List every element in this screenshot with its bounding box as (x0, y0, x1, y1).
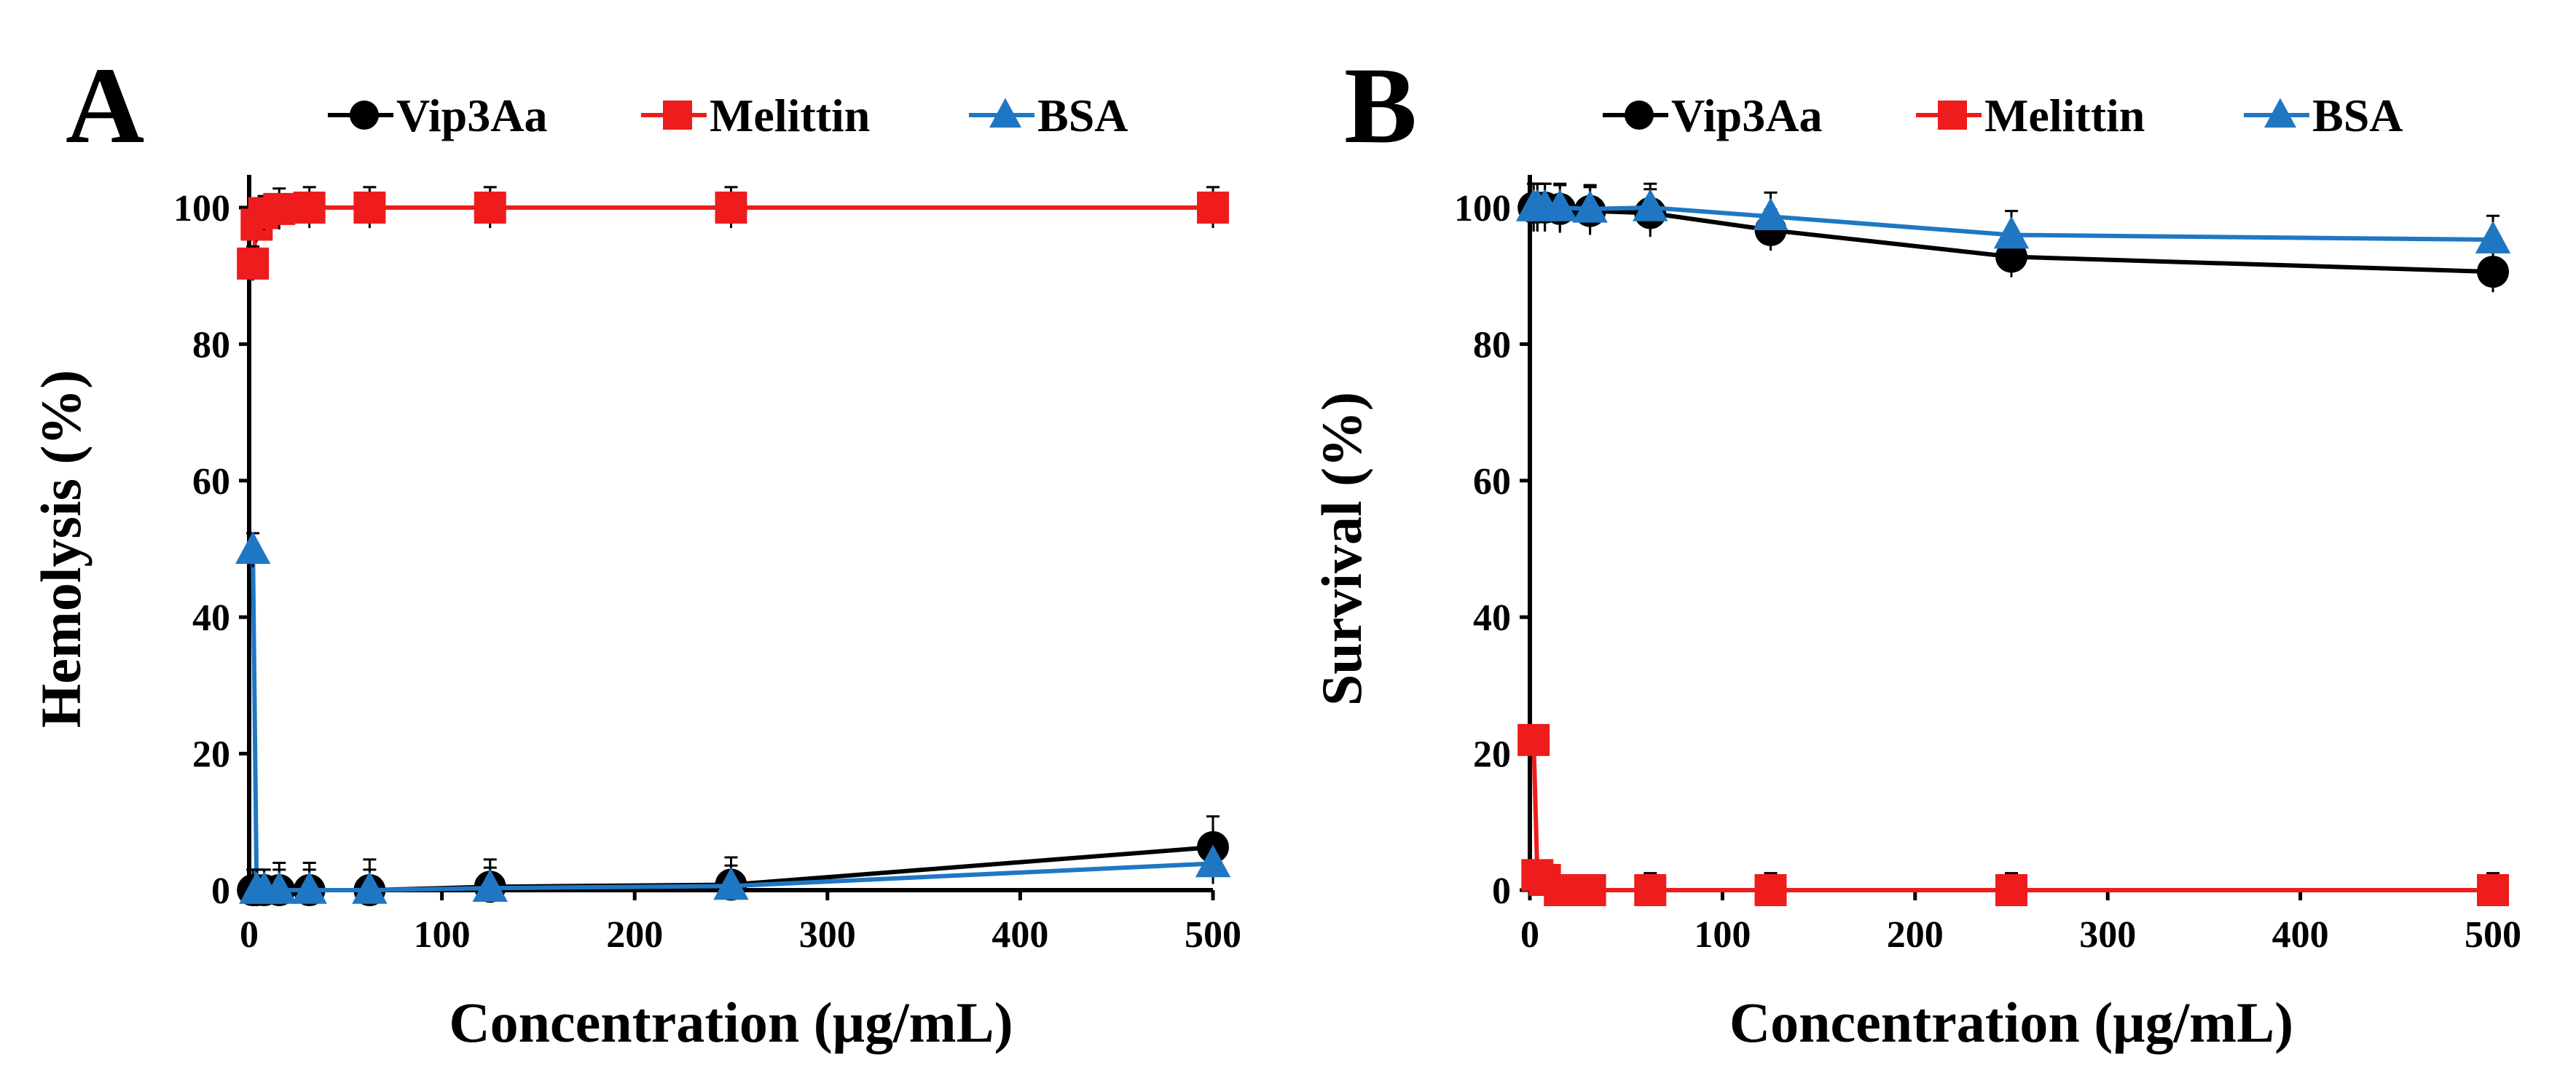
legend-label: BSA (1037, 90, 1128, 141)
x-tick-label: 500 (1185, 914, 1241, 956)
data-point (237, 247, 270, 280)
legend-entry-vip3aa: Vip3Aa (1603, 90, 1822, 141)
data-point (472, 869, 508, 902)
x-tick-label: 300 (2079, 914, 2136, 956)
y-axis-title: Survival (%) (1310, 392, 1373, 706)
x-tick-label: 200 (606, 914, 663, 956)
legend-marker (989, 98, 1021, 128)
series-melittin (1517, 723, 2509, 906)
x-tick-label: 200 (1887, 914, 1944, 956)
x-axis-title: Concentration (μg/mL) (1729, 991, 2293, 1054)
legend-marker (663, 101, 692, 130)
data-point (1544, 874, 1576, 906)
x-tick-label: 500 (2465, 914, 2521, 956)
y-tick-label: 0 (1492, 870, 1511, 912)
legend-marker (2264, 98, 2296, 128)
y-tick-label: 100 (173, 188, 230, 229)
series-melittin (237, 186, 1229, 281)
data-point (1574, 874, 1606, 906)
legend-marker (1938, 101, 1967, 130)
legend-label: BSA (2312, 90, 2403, 141)
legend-entry-bsa: BSA (969, 90, 1128, 141)
series-bsa (1515, 182, 2511, 264)
x-tick-label: 400 (991, 914, 1048, 956)
y-tick-label: 100 (1454, 188, 1511, 229)
y-tick-label: 60 (192, 461, 230, 503)
data-point (293, 192, 326, 224)
data-point (2475, 221, 2511, 253)
data-point (2477, 874, 2509, 906)
data-point (1993, 216, 2030, 249)
series-bsa (235, 531, 1231, 904)
data-point (235, 531, 271, 565)
data-point (1195, 844, 1231, 878)
data-point (353, 192, 386, 224)
chart-panel-a: A 0 20 40 60 80 100 0 100 200 300 400 500 Concentrati… (29, 45, 1241, 1054)
x-axis-title: Concentration (μg/mL) (449, 991, 1013, 1054)
data-point (1753, 197, 1788, 230)
legend-entry-vip3aa: Vip3Aa (328, 90, 547, 141)
data-point (352, 871, 388, 904)
data-point (291, 871, 327, 904)
x-tick-label: 0 (1520, 914, 1539, 956)
legend-marker (1625, 101, 1654, 130)
y-axis-title: Hemolysis (%) (29, 370, 93, 728)
data-point (1572, 189, 1608, 223)
panel-label: A (66, 45, 144, 166)
data-point (1995, 874, 2027, 906)
data-point (2477, 256, 2509, 288)
y-tick-label: 60 (1473, 461, 1511, 503)
data-point (1197, 192, 1229, 224)
y-tick-label: 20 (1473, 734, 1511, 776)
data-point (1633, 189, 1668, 221)
data-point (715, 192, 747, 224)
legend-label: Melittin (1984, 90, 2145, 141)
legend-entry-melittin: Melittin (1916, 90, 2145, 141)
y-tick-label: 40 (192, 597, 230, 639)
legend-label: Vip3Aa (1671, 90, 1822, 141)
x-tick-label: 100 (1694, 914, 1751, 956)
x-tick-label: 0 (240, 914, 259, 956)
y-tick-label: 80 (1473, 324, 1511, 366)
legend-marker (350, 101, 379, 130)
legend-entry-bsa: BSA (2244, 90, 2403, 141)
data-point (1754, 874, 1787, 906)
data-point (263, 192, 296, 225)
data-point (1542, 189, 1578, 221)
data-point (1634, 874, 1667, 906)
x-tick-label: 400 (2272, 914, 2329, 956)
chart-panel-b: B 0 20 40 60 80 100 0 100 200 300 400 500 Concentrati… (1310, 45, 2521, 1054)
y-tick-label: 20 (192, 734, 230, 776)
y-tick-label: 80 (192, 324, 230, 366)
x-tick-label: 300 (799, 914, 856, 956)
data-point (713, 867, 749, 900)
data-point (474, 192, 506, 224)
legend-entry-melittin: Melittin (641, 90, 870, 141)
data-point (1517, 723, 1550, 756)
y-tick-label: 0 (211, 870, 230, 912)
legend-label: Melittin (710, 90, 870, 141)
y-tick-label: 40 (1473, 597, 1511, 639)
data-point (262, 871, 297, 904)
panel-label: B (1344, 45, 1417, 166)
legend-label: Vip3Aa (396, 90, 547, 141)
x-tick-label: 100 (414, 914, 471, 956)
